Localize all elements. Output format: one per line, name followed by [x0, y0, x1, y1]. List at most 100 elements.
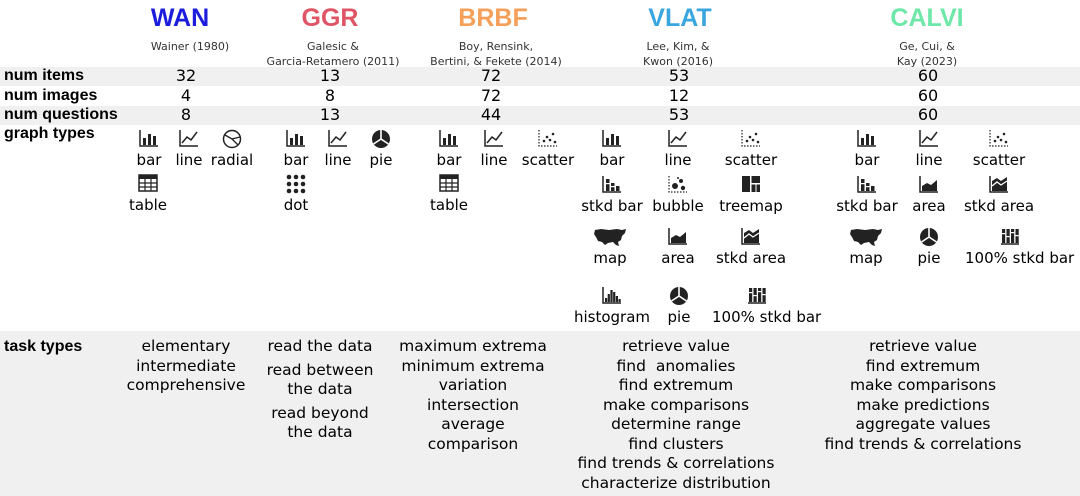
graph-type-vlat-area: area: [633, 227, 723, 267]
stacked-bar-icon: [822, 175, 912, 195]
stacked-bar-icon: [567, 175, 657, 195]
task-type: minimum extrema: [401, 356, 545, 375]
pie-chart-icon: [634, 286, 724, 306]
task-type: find extremum: [618, 376, 734, 394]
histogram-icon: [567, 286, 657, 306]
graph-type-vlat-histogram: histogram: [567, 286, 657, 326]
graph-type-calvi-bar: bar: [822, 129, 912, 169]
graph-type-label: area: [661, 249, 695, 267]
task-type: intersection: [427, 395, 519, 414]
graph-type-label: line: [480, 151, 508, 169]
table-icon: [404, 174, 494, 194]
graph-type-brbf-bar: bar: [404, 129, 494, 169]
num-items-brbf: 72: [480, 66, 502, 85]
task-type: retrieve value: [622, 337, 730, 355]
assessment-title-ggr: GGR: [301, 4, 359, 32]
task-type: make comparisons: [602, 395, 750, 414]
graph-type-label: pie: [667, 308, 691, 326]
task-types-calvi: retrieve value find extremum make compar…: [825, 337, 1022, 454]
graph-type-ggr-line: line: [293, 129, 383, 169]
num-images-wan: 4: [180, 86, 192, 105]
graph-type-label: bar: [136, 151, 162, 169]
num-questions-wan: 8: [180, 105, 192, 124]
graph-type-calvi-map: map: [821, 227, 911, 267]
row-band-task-types: [0, 331, 1080, 496]
graph-type-vlat-100-stkd-bar: 100% stkd bar: [712, 286, 822, 326]
task-types-wan: elementary intermediate comprehensive: [127, 337, 246, 396]
graph-type-calvi-area: area: [884, 175, 974, 215]
graph-type-label: bubble: [652, 197, 704, 215]
num-items-vlat: 53: [668, 66, 690, 85]
task-type: comprehensive: [126, 376, 246, 394]
graph-type-label: dot: [283, 196, 309, 214]
graph-type-vlat-scatter: scatter: [706, 129, 796, 169]
task-type: maximum extrema: [399, 337, 547, 355]
table-icon: [103, 174, 193, 194]
graph-type-vlat-stkd-area: stkd area: [706, 227, 796, 267]
task-type: find clusters: [628, 434, 724, 453]
usa-map-icon: [565, 227, 655, 247]
graph-type-vlat-pie: pie: [634, 286, 724, 326]
citation-ggr: Galesic & Garcia-Retamero (2011): [267, 39, 400, 69]
bar-chart-icon: [822, 129, 912, 149]
citation-line: Boy, Rensink,: [458, 40, 534, 53]
bar-chart-icon: [104, 129, 194, 149]
num-images-vlat: 12: [668, 86, 690, 105]
graph-type-label: 100% stkd bar: [712, 308, 822, 326]
task-type: find trends & correlations: [577, 454, 775, 472]
graph-type-label: scatter: [972, 151, 1026, 169]
row-label-num-images: num images: [4, 87, 98, 104]
task-type: read between: [266, 360, 374, 379]
task-type: aggregate values: [855, 415, 991, 433]
bar-chart-icon: [404, 129, 494, 149]
treemap-icon: [706, 175, 796, 195]
task-type: make comparisons: [849, 376, 997, 394]
citation-brbf: Boy, Rensink, Bertini, & Fekete (2014): [430, 39, 562, 69]
graph-type-calvi-stkd-bar: stkd bar: [822, 175, 912, 215]
line-chart-icon: [144, 129, 234, 149]
stacked-area-icon: [706, 227, 796, 247]
num-questions-ggr: 13: [319, 105, 341, 124]
citation-wan: Wainer (1980): [151, 39, 229, 54]
citation-line: Ge, Cui, &: [899, 40, 955, 53]
graph-type-vlat-bar: bar: [567, 129, 657, 169]
graph-type-label: map: [593, 249, 627, 267]
task-type: find trends & correlations: [824, 434, 1022, 453]
bar-chart-icon: [567, 129, 657, 149]
graph-type-label: treemap: [719, 197, 783, 215]
task-type: make predictions: [856, 395, 990, 414]
area-chart-icon: [884, 175, 974, 195]
graph-type-label: bar: [599, 151, 625, 169]
task-type: the data: [287, 423, 353, 441]
line-chart-icon: [293, 129, 383, 149]
graph-type-label: line: [175, 151, 203, 169]
graph-type-wan-bar: bar: [104, 129, 194, 169]
graph-type-label: bar: [436, 151, 462, 169]
task-type: intermediate: [136, 356, 236, 375]
graph-type-label: line: [324, 151, 352, 169]
task-type: elementary: [141, 337, 231, 355]
task-type: retrieve value: [869, 337, 977, 355]
task-type: characterize distribution: [581, 473, 771, 492]
graph-type-label: line: [915, 151, 943, 169]
citation-line: Lee, Kim, &: [646, 40, 710, 53]
graph-type-vlat-stkd-bar: stkd bar: [567, 175, 657, 215]
graph-type-label: table: [430, 196, 468, 214]
graph-type-label: pie: [369, 151, 393, 169]
task-type: determine range: [611, 415, 741, 433]
num-questions-calvi: 60: [917, 105, 939, 124]
num-images-calvi: 60: [917, 86, 939, 105]
task-type: average: [441, 415, 505, 433]
task-type: comparison: [427, 434, 519, 453]
dot-matrix-icon: [251, 174, 341, 194]
graph-type-calvi-scatter: scatter: [954, 129, 1044, 169]
percent-stacked-bar-icon: [712, 286, 802, 306]
graph-type-ggr-pie: pie: [336, 129, 426, 169]
task-type: read beyond: [271, 403, 369, 422]
graph-type-label: map: [849, 249, 883, 267]
stacked-area-icon: [954, 175, 1044, 195]
line-chart-icon: [884, 129, 974, 149]
citation-calvi: Ge, Cui, & Kay (2023): [897, 39, 957, 69]
graph-type-label: stkd bar: [836, 197, 898, 215]
num-questions-vlat: 53: [668, 105, 690, 124]
